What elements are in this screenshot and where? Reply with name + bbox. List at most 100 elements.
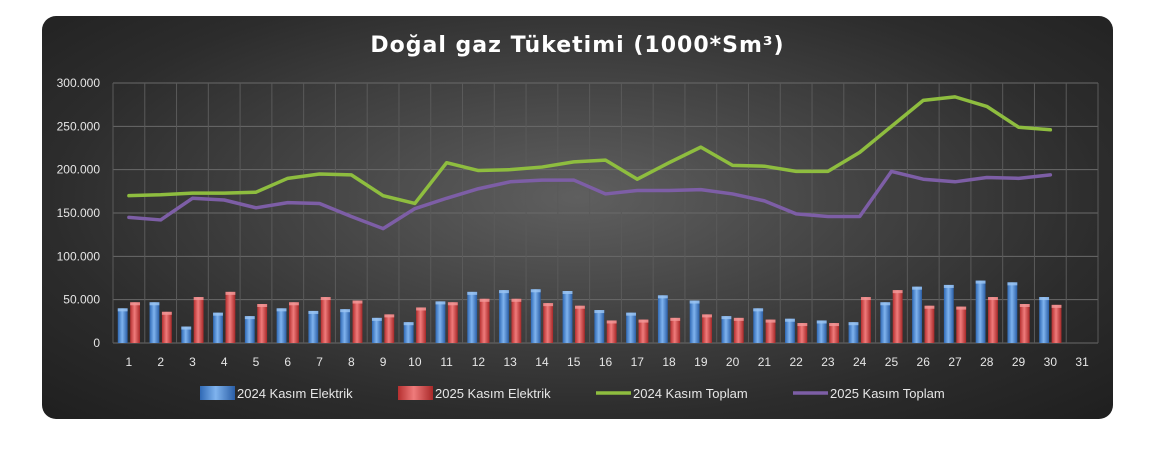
y-tick-label: 150.000 bbox=[57, 206, 101, 220]
bar-top bbox=[721, 316, 732, 320]
bar bbox=[289, 302, 299, 343]
bar bbox=[416, 307, 426, 343]
bar-top bbox=[829, 323, 840, 327]
bar-top bbox=[467, 291, 478, 295]
bar-top bbox=[860, 297, 871, 301]
bar bbox=[479, 298, 490, 343]
bar-top bbox=[1007, 282, 1018, 286]
bar bbox=[892, 290, 903, 343]
bar-top bbox=[499, 290, 509, 294]
y-tick-label: 100.000 bbox=[57, 249, 101, 263]
bar-top bbox=[988, 297, 998, 301]
bar bbox=[276, 308, 287, 343]
x-tick-label: 14 bbox=[535, 355, 549, 369]
bar-top bbox=[435, 301, 446, 305]
x-tick-label: 28 bbox=[980, 355, 994, 369]
y-tick-label: 250.000 bbox=[57, 119, 101, 133]
y-tick-label: 50.000 bbox=[63, 293, 100, 307]
bar-top bbox=[924, 305, 935, 309]
legend-swatch bbox=[398, 386, 433, 400]
bar-top bbox=[892, 290, 903, 294]
x-tick-label: 11 bbox=[440, 355, 453, 369]
bar-top bbox=[308, 310, 319, 314]
x-tick-label: 31 bbox=[1075, 355, 1089, 369]
bar-top bbox=[161, 311, 172, 315]
bar bbox=[244, 316, 255, 343]
bar bbox=[1039, 297, 1050, 343]
bar-top bbox=[530, 289, 541, 293]
x-tick-label: 29 bbox=[1012, 355, 1026, 369]
x-tick-label: 3 bbox=[189, 355, 196, 369]
bar bbox=[606, 320, 617, 343]
legend-label: 2024 Kasım Elektrik bbox=[237, 386, 353, 401]
bar-top bbox=[702, 314, 712, 318]
bar-top bbox=[479, 298, 490, 302]
bar-top bbox=[606, 320, 617, 324]
bar-top bbox=[149, 302, 160, 306]
bar bbox=[912, 286, 922, 343]
x-tick-label: 25 bbox=[885, 355, 899, 369]
bar bbox=[352, 300, 363, 343]
series-line bbox=[127, 95, 1053, 206]
bar-top bbox=[816, 320, 827, 324]
bar bbox=[181, 326, 192, 343]
bar bbox=[657, 295, 668, 343]
bar bbox=[733, 317, 744, 343]
bar bbox=[880, 302, 891, 343]
legend-swatch bbox=[200, 386, 235, 400]
bar-top bbox=[1039, 297, 1050, 301]
bar-top bbox=[320, 297, 331, 301]
x-tick-label: 5 bbox=[253, 355, 260, 369]
bar bbox=[403, 322, 414, 343]
bar-top bbox=[117, 308, 128, 312]
x-tick-label: 26 bbox=[917, 355, 931, 369]
x-tick-label: 22 bbox=[789, 355, 803, 369]
bar-top bbox=[447, 302, 458, 306]
x-tick-label: 15 bbox=[567, 355, 581, 369]
bar-top bbox=[574, 305, 585, 309]
bar-top bbox=[225, 291, 236, 295]
bar bbox=[594, 310, 605, 343]
y-tick-label: 200.000 bbox=[57, 163, 101, 177]
bar bbox=[956, 306, 967, 343]
x-tick-label: 4 bbox=[221, 355, 228, 369]
bar bbox=[320, 297, 331, 343]
bar-top bbox=[543, 303, 554, 307]
x-tick-label: 21 bbox=[758, 355, 772, 369]
bar-top bbox=[657, 295, 668, 299]
bar bbox=[117, 308, 128, 343]
x-tick-label: 7 bbox=[316, 355, 323, 369]
bar bbox=[785, 318, 795, 343]
bar-top bbox=[912, 286, 922, 290]
bar bbox=[638, 319, 649, 343]
bar bbox=[130, 302, 141, 343]
bar-top bbox=[276, 308, 287, 312]
bar bbox=[816, 320, 827, 343]
x-tick-label: 27 bbox=[948, 355, 962, 369]
x-tick-label: 24 bbox=[853, 355, 867, 369]
bar bbox=[562, 291, 573, 343]
bar-top bbox=[848, 322, 859, 326]
bar bbox=[193, 297, 204, 343]
bar-top bbox=[956, 306, 967, 310]
bar-top bbox=[403, 322, 414, 326]
bar-top bbox=[943, 284, 954, 288]
bar-top bbox=[733, 317, 744, 321]
bar-top bbox=[638, 319, 649, 323]
x-tick-label: 12 bbox=[472, 355, 486, 369]
bar bbox=[721, 316, 732, 343]
bar-top bbox=[1051, 304, 1062, 308]
bar bbox=[530, 289, 541, 343]
bar-top bbox=[670, 317, 681, 321]
bar-top bbox=[384, 314, 395, 318]
bar-top bbox=[244, 316, 255, 320]
legend-label: 2025 Kasım Elektrik bbox=[435, 386, 551, 401]
bar bbox=[943, 284, 954, 343]
bar bbox=[257, 304, 268, 343]
bar-top bbox=[340, 309, 351, 313]
bar-top bbox=[880, 302, 891, 306]
x-tick-label: 10 bbox=[408, 355, 422, 369]
bar bbox=[975, 280, 986, 343]
bar bbox=[1019, 304, 1030, 343]
